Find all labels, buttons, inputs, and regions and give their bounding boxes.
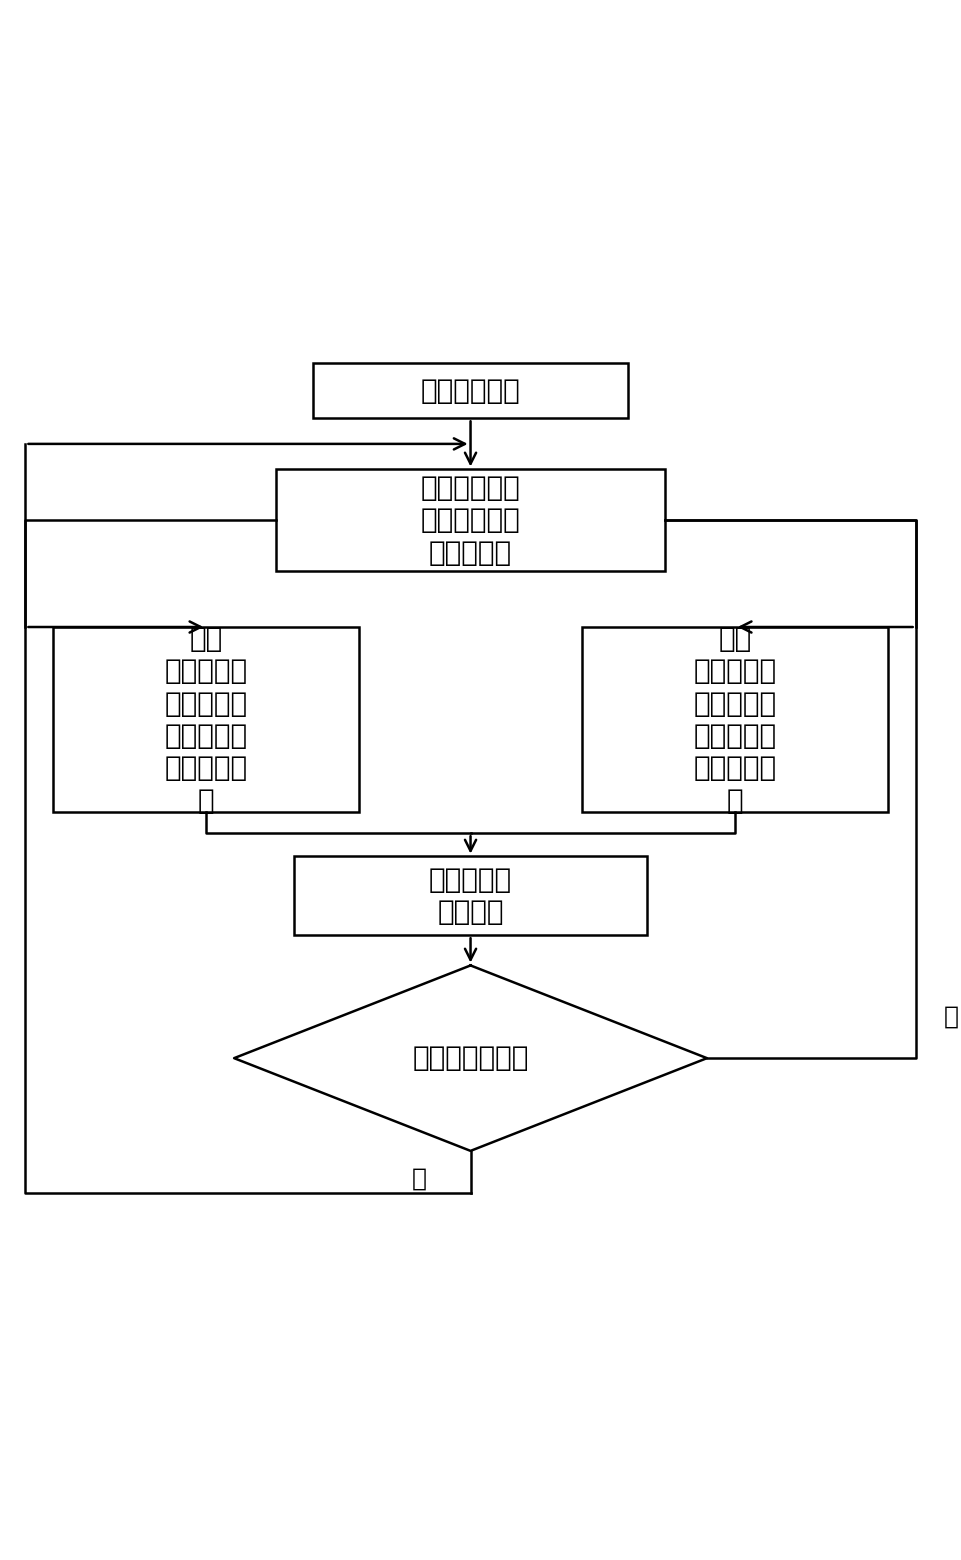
- Polygon shape: [234, 966, 706, 1151]
- Text: 获取被测信号: 获取被测信号: [420, 376, 520, 404]
- Bar: [276, 470, 665, 571]
- Text: 采用
二次拟合预
测法，获得
预测频率的
二次拟合公
式: 采用 二次拟合预 测法，获得 预测频率的 二次拟合公 式: [693, 624, 776, 814]
- Text: 否: 否: [943, 1005, 957, 1028]
- Text: 测量并记录信
号的起始时刻
和时间宽度: 测量并记录信 号的起始时刻 和时间宽度: [420, 474, 520, 566]
- Text: 是: 是: [411, 1167, 427, 1190]
- Text: 计算并输出
预测频率: 计算并输出 预测频率: [429, 866, 511, 927]
- Text: 获取到新信号？: 获取到新信号？: [412, 1044, 529, 1072]
- Bar: [312, 363, 628, 418]
- Bar: [294, 856, 646, 936]
- Bar: [581, 627, 887, 813]
- Bar: [53, 627, 358, 813]
- Text: 采用
线性拟合预
测法，获得
预测频率的
线性拟合公
式: 采用 线性拟合预 测法，获得 预测频率的 线性拟合公 式: [164, 624, 248, 814]
